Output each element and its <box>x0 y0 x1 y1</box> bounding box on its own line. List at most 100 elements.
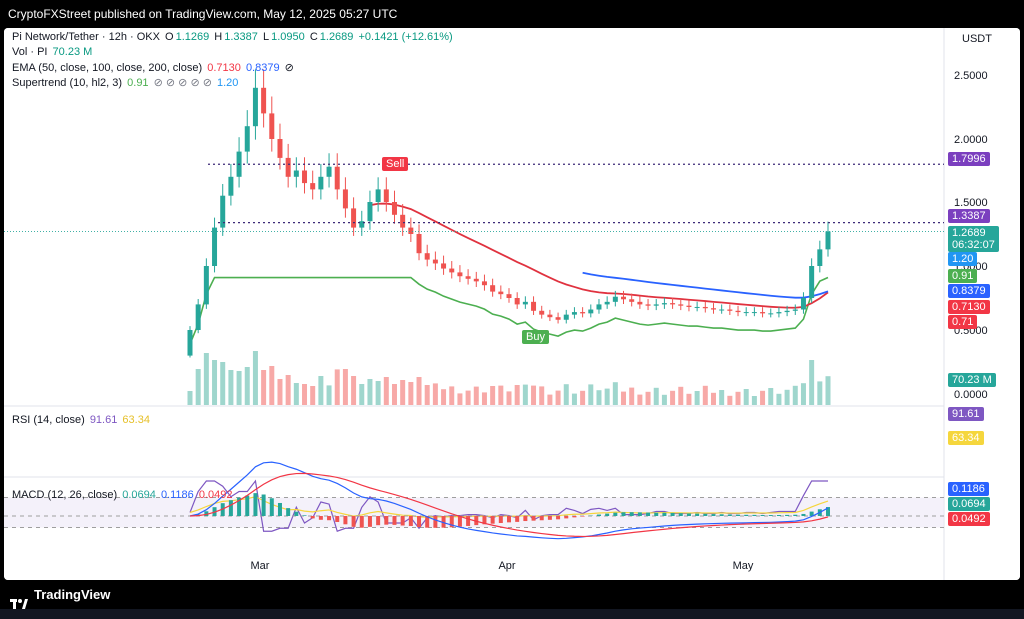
volume-bar <box>302 384 307 405</box>
macd-histogram-bar <box>605 514 609 516</box>
volume-bar <box>351 376 356 405</box>
price-axis-label: 0.91 <box>948 269 977 283</box>
time-tick-label: Apr <box>498 560 515 572</box>
volume-bar <box>286 375 291 405</box>
candle-body <box>531 302 536 311</box>
supertrend-legend: Supertrend (10, hl2, 3) 0.91 ⊘ ⊘ ⊘ ⊘ ⊘ 1… <box>12 76 240 89</box>
macd-histogram-bar <box>720 514 724 516</box>
candle-body <box>245 126 250 151</box>
candle-body <box>580 312 585 313</box>
candle-body <box>392 202 397 215</box>
volume-bar <box>507 391 512 405</box>
volume-bar <box>515 385 520 405</box>
candle-body <box>695 307 700 308</box>
volume-bar <box>752 396 757 405</box>
volume-bar <box>466 391 471 405</box>
candle-body <box>678 304 683 305</box>
macd-legend: MACD (12, 26, close) 0.0694 0.1186 0.049… <box>12 489 234 501</box>
volume-bar <box>335 369 340 405</box>
candle-body <box>212 228 217 266</box>
candle-body <box>646 304 651 305</box>
macd-histogram-bar <box>368 516 372 527</box>
time-tick-label: May <box>733 560 754 572</box>
volume-bar <box>785 390 790 405</box>
candle-body <box>327 167 332 177</box>
volume-bar <box>220 362 225 405</box>
macd-histogram-bar <box>262 495 266 516</box>
symbol-name: Pi Network/Tether · 12h · OKX <box>12 31 160 43</box>
brand-name: TradingView <box>34 580 110 609</box>
volume-bar <box>212 360 217 405</box>
low-value: 1.0950 <box>271 31 305 43</box>
candle-body <box>817 249 822 266</box>
macd-histogram-bar <box>319 516 323 520</box>
volume-bar <box>621 392 626 405</box>
macd-histogram-bar <box>581 516 585 517</box>
candle-body <box>744 312 749 313</box>
macd-histogram-bar <box>499 516 503 523</box>
macd-histogram-bar <box>532 516 536 521</box>
volume-bar <box>629 388 634 405</box>
volume-bar <box>801 383 806 405</box>
macd-histogram-bar <box>777 515 781 516</box>
candle-body <box>400 215 405 228</box>
volume-bar <box>826 376 831 405</box>
chart-card: 2.50002.00001.50001.00000.50000.000080.0… <box>4 28 1020 580</box>
macd-histogram-bar <box>376 516 380 525</box>
volume-bar <box>760 391 765 405</box>
macd-histogram-bar <box>654 513 658 516</box>
price-axis-label: 1.3387 <box>948 209 990 223</box>
macd-histogram-bar <box>335 516 339 522</box>
candle-body <box>752 312 757 313</box>
candle-body <box>686 306 691 307</box>
rsi-axis-label: 91.61 <box>948 407 984 421</box>
macd-histogram-bar <box>556 516 560 519</box>
ema-legend: EMA (50, close, 100, close, 200, close) … <box>12 61 296 74</box>
candle-body <box>523 302 528 305</box>
macd-histogram-bar <box>703 514 707 516</box>
macd-histogram-bar <box>392 516 396 525</box>
macd-histogram-bar <box>417 516 421 527</box>
macd-histogram-bar <box>253 493 257 516</box>
volume-bar <box>433 383 438 405</box>
candle-body <box>228 177 233 196</box>
price-axis-label: 0.8379 <box>948 284 990 298</box>
candle-body <box>490 285 495 291</box>
macd-histogram-bar <box>433 516 437 528</box>
candle-body <box>269 113 274 139</box>
candle-body <box>310 183 315 189</box>
macd-histogram-bar <box>613 513 617 516</box>
volume-legend: Vol · PI 70.23 M <box>12 46 94 58</box>
volume-bar <box>245 367 250 405</box>
candle-body <box>515 298 520 304</box>
candle-body <box>507 294 512 298</box>
macd-histogram-bar <box>286 508 290 516</box>
candle-body <box>637 302 642 305</box>
candle-body <box>785 311 790 312</box>
volume-bar <box>711 393 716 405</box>
rsi-axis-label: 63.34 <box>948 431 984 445</box>
volume-bar <box>686 394 691 405</box>
macd-histogram-bar <box>245 496 249 516</box>
candle-body <box>588 310 593 314</box>
macd-histogram-bar <box>736 515 740 516</box>
candle-body <box>286 158 291 177</box>
rsi-band <box>4 498 944 528</box>
candle-body <box>629 299 634 302</box>
volume-bar <box>318 376 323 405</box>
macd-histogram-bar <box>409 516 413 526</box>
volume-bar <box>196 369 201 405</box>
macd-histogram-bar <box>687 513 691 516</box>
volume-bar <box>204 353 209 405</box>
close-value: 1.2689 <box>320 31 354 43</box>
volume-bar <box>408 382 413 405</box>
candle-body <box>801 298 806 310</box>
volume-bar <box>294 383 299 405</box>
candle-body <box>188 330 193 356</box>
candle-body <box>204 266 209 304</box>
macd-histogram-bar <box>564 516 568 518</box>
volume-bar <box>188 391 193 405</box>
macd-histogram-bar <box>728 514 732 516</box>
candle-body <box>441 263 446 268</box>
